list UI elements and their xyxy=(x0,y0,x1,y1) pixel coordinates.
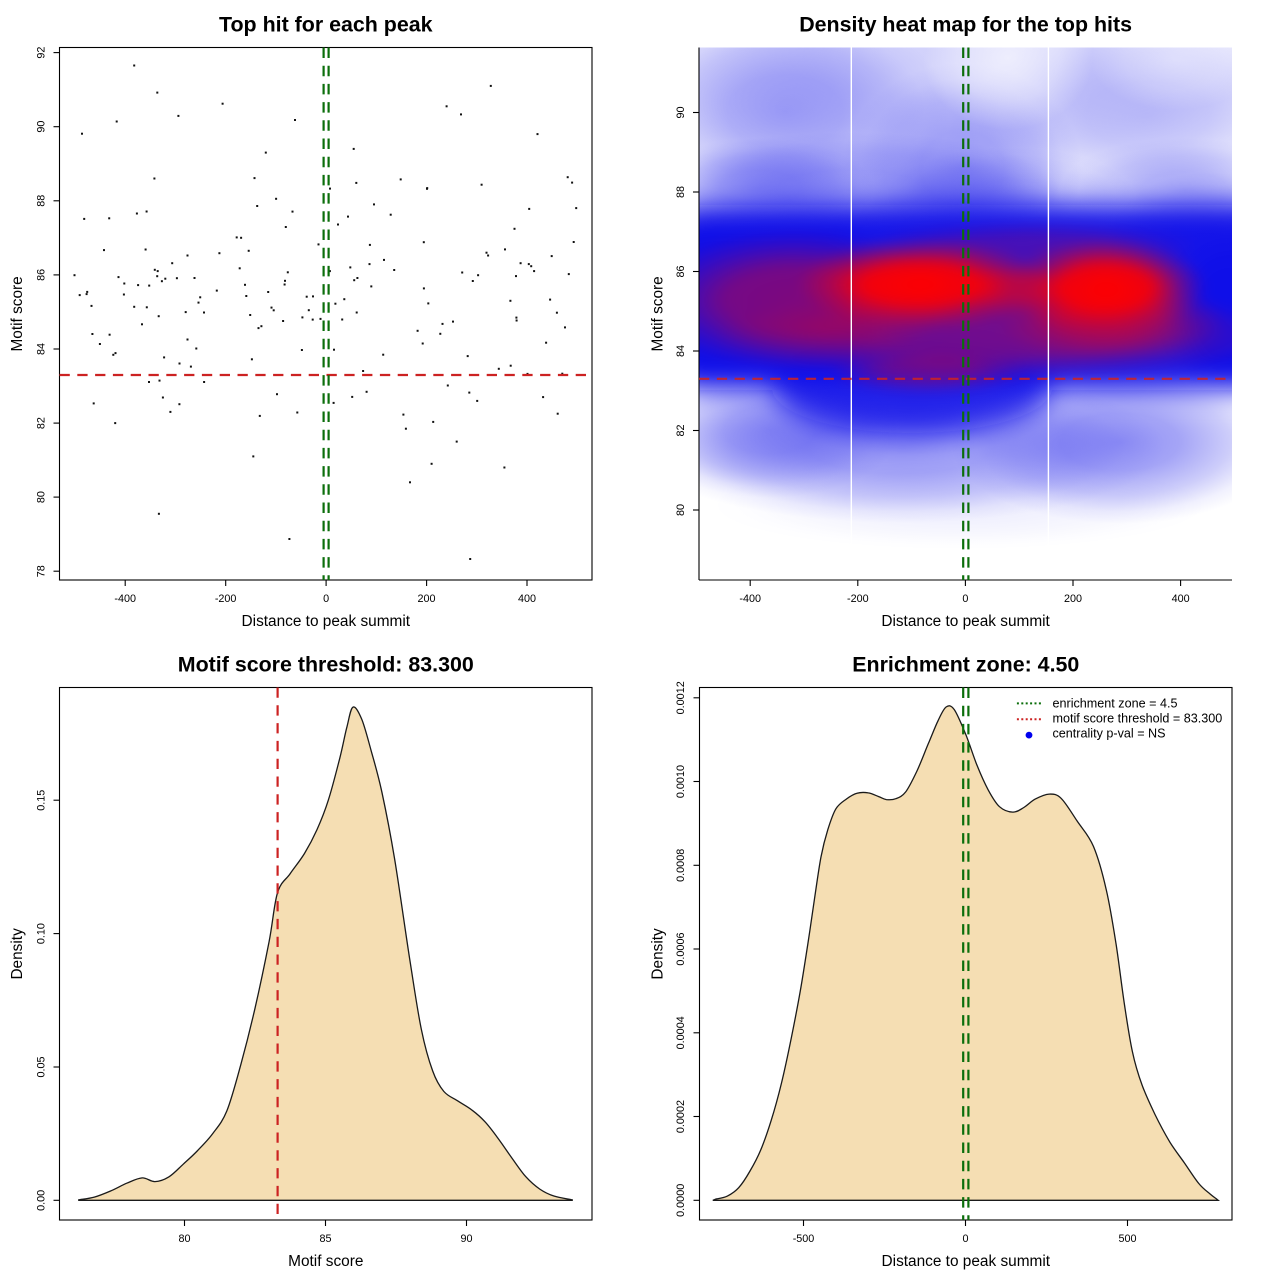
svg-text:400: 400 xyxy=(518,593,536,605)
svg-text:0: 0 xyxy=(323,593,329,605)
svg-text:0.0012: 0.0012 xyxy=(675,681,687,714)
svg-text:88: 88 xyxy=(675,186,687,198)
svg-text:90: 90 xyxy=(36,121,48,133)
svg-text:0.0004: 0.0004 xyxy=(675,1016,687,1049)
svg-text:-200: -200 xyxy=(847,593,869,605)
svg-text:Motif score: Motif score xyxy=(9,276,26,351)
svg-text:0: 0 xyxy=(962,593,968,605)
svg-text:500: 500 xyxy=(1118,1233,1136,1245)
svg-text:0.05: 0.05 xyxy=(36,1056,48,1077)
svg-text:Density heat map for the top h: Density heat map for the top hits xyxy=(799,13,1132,37)
svg-text:88: 88 xyxy=(36,195,48,207)
svg-text:90: 90 xyxy=(675,106,687,118)
svg-text:80: 80 xyxy=(178,1233,190,1245)
svg-text:0.10: 0.10 xyxy=(36,923,48,944)
svg-text:Top hit for each peak: Top hit for each peak xyxy=(219,13,433,37)
svg-text:0: 0 xyxy=(962,1233,968,1245)
svg-text:90: 90 xyxy=(460,1233,472,1245)
svg-text:78: 78 xyxy=(36,565,48,577)
svg-text:86: 86 xyxy=(675,265,687,277)
svg-text:Density: Density xyxy=(649,928,666,980)
svg-text:Density: Density xyxy=(9,928,26,980)
svg-text:Motif score: Motif score xyxy=(288,1253,363,1270)
svg-text:85: 85 xyxy=(319,1233,331,1245)
svg-text:0.0008: 0.0008 xyxy=(675,849,687,882)
svg-text:enrichment zone = 4.5: enrichment zone = 4.5 xyxy=(1053,697,1178,711)
svg-text:86: 86 xyxy=(36,269,48,281)
svg-text:centrality p-val = NS: centrality p-val = NS xyxy=(1053,727,1166,741)
svg-text:Distance to peak summit: Distance to peak summit xyxy=(882,1253,1051,1270)
svg-text:0.15: 0.15 xyxy=(36,790,48,811)
svg-text:Distance to peak summit: Distance to peak summit xyxy=(881,613,1050,630)
svg-text:Motif score: Motif score xyxy=(649,276,666,351)
svg-text:200: 200 xyxy=(1064,593,1082,605)
svg-text:84: 84 xyxy=(675,345,687,357)
svg-text:0.0010: 0.0010 xyxy=(675,765,687,798)
svg-text:92: 92 xyxy=(36,47,48,59)
svg-text:82: 82 xyxy=(36,417,48,429)
svg-text:Motif score threshold: 83.300: Motif score threshold: 83.300 xyxy=(178,653,474,677)
svg-text:200: 200 xyxy=(418,593,436,605)
svg-text:400: 400 xyxy=(1172,593,1190,605)
svg-text:84: 84 xyxy=(36,343,48,355)
svg-text:-400: -400 xyxy=(114,593,136,605)
svg-text:-400: -400 xyxy=(739,593,761,605)
svg-text:-500: -500 xyxy=(793,1233,815,1245)
svg-text:82: 82 xyxy=(675,424,687,436)
svg-text:motif score threshold = 83.300: motif score threshold = 83.300 xyxy=(1053,712,1223,726)
svg-text:0.0006: 0.0006 xyxy=(675,933,687,966)
svg-text:0.0002: 0.0002 xyxy=(675,1100,687,1133)
svg-text:-200: -200 xyxy=(215,593,237,605)
svg-text:80: 80 xyxy=(675,504,687,516)
svg-text:0.0000: 0.0000 xyxy=(675,1184,687,1217)
svg-text:Enrichment zone: 4.50: Enrichment zone: 4.50 xyxy=(852,653,1079,677)
svg-text:0.00: 0.00 xyxy=(36,1190,48,1211)
svg-text:Distance to peak summit: Distance to peak summit xyxy=(242,613,411,630)
svg-text:80: 80 xyxy=(36,491,48,503)
